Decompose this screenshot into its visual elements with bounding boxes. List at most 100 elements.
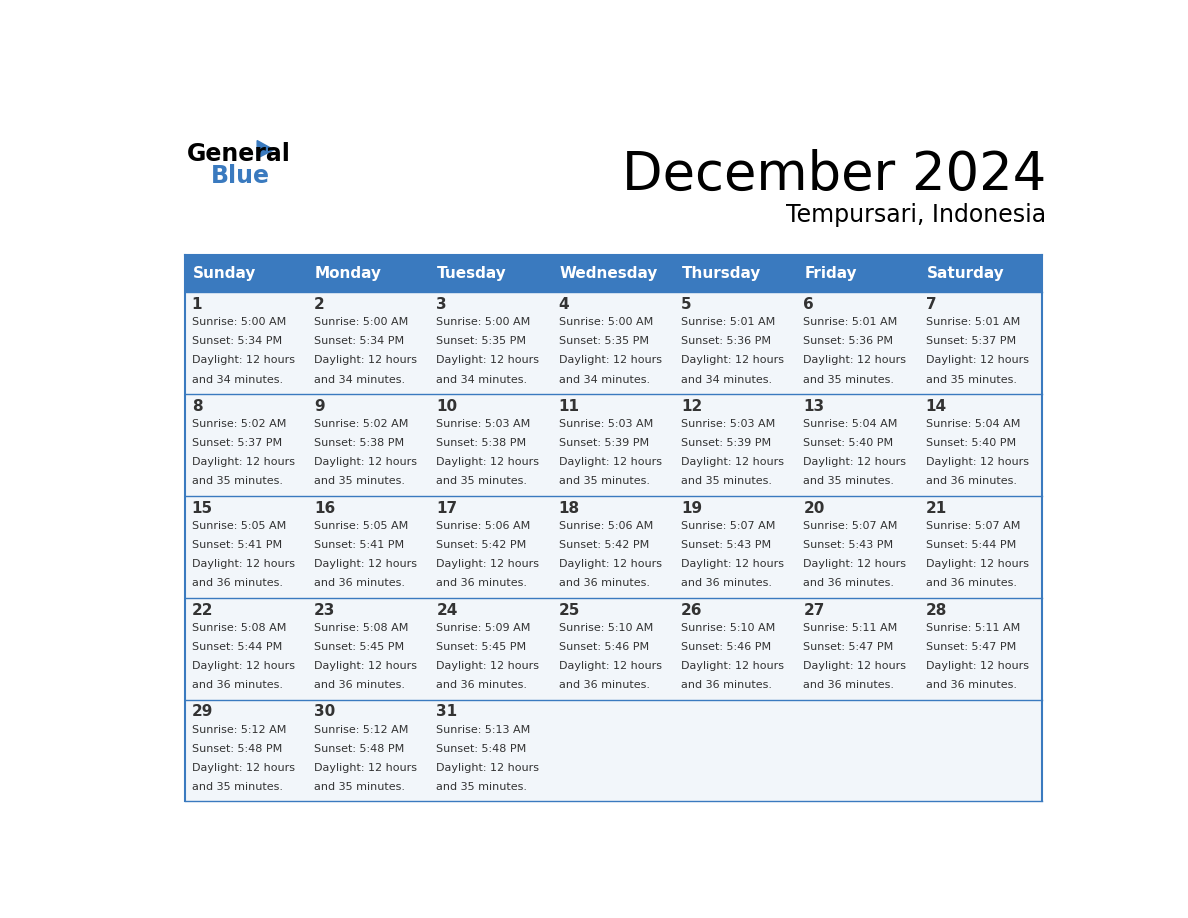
Text: Sunset: 5:34 PM: Sunset: 5:34 PM xyxy=(314,336,404,346)
Text: Sunrise: 5:01 AM: Sunrise: 5:01 AM xyxy=(803,318,898,328)
Text: Blue: Blue xyxy=(211,164,270,188)
Text: and 34 minutes.: and 34 minutes. xyxy=(314,375,405,385)
Text: 6: 6 xyxy=(803,297,814,312)
Text: Sunrise: 5:04 AM: Sunrise: 5:04 AM xyxy=(925,420,1020,430)
Polygon shape xyxy=(257,140,273,158)
Text: and 36 minutes.: and 36 minutes. xyxy=(436,680,527,690)
Bar xyxy=(308,292,430,394)
Text: Sunrise: 5:10 AM: Sunrise: 5:10 AM xyxy=(558,623,653,633)
Text: and 36 minutes.: and 36 minutes. xyxy=(681,578,772,588)
Text: Sunrise: 5:11 AM: Sunrise: 5:11 AM xyxy=(803,623,898,633)
Bar xyxy=(675,700,797,801)
Bar xyxy=(430,700,552,801)
Text: Daylight: 12 hours: Daylight: 12 hours xyxy=(314,457,417,467)
Text: Daylight: 12 hours: Daylight: 12 hours xyxy=(436,763,539,773)
Bar xyxy=(552,255,675,292)
Text: and 36 minutes.: and 36 minutes. xyxy=(925,578,1017,588)
Text: 23: 23 xyxy=(314,602,335,618)
Bar xyxy=(797,292,920,394)
Text: Sunrise: 5:10 AM: Sunrise: 5:10 AM xyxy=(681,623,776,633)
Text: and 34 minutes.: and 34 minutes. xyxy=(191,375,283,385)
Bar xyxy=(920,700,1042,801)
Text: Sunrise: 5:09 AM: Sunrise: 5:09 AM xyxy=(436,623,531,633)
Text: Daylight: 12 hours: Daylight: 12 hours xyxy=(558,559,662,569)
Text: Sunset: 5:42 PM: Sunset: 5:42 PM xyxy=(436,540,526,550)
Bar xyxy=(920,496,1042,598)
Text: Daylight: 12 hours: Daylight: 12 hours xyxy=(558,661,662,671)
Text: Sunrise: 5:13 AM: Sunrise: 5:13 AM xyxy=(436,725,531,735)
Text: Sunrise: 5:11 AM: Sunrise: 5:11 AM xyxy=(925,623,1020,633)
Text: Sunset: 5:36 PM: Sunset: 5:36 PM xyxy=(803,336,893,346)
Text: and 36 minutes.: and 36 minutes. xyxy=(803,578,895,588)
Text: Sunrise: 5:05 AM: Sunrise: 5:05 AM xyxy=(191,521,286,532)
Text: Sunrise: 5:03 AM: Sunrise: 5:03 AM xyxy=(436,420,531,430)
Text: and 36 minutes.: and 36 minutes. xyxy=(191,578,283,588)
Text: Daylight: 12 hours: Daylight: 12 hours xyxy=(803,559,906,569)
Text: Sunset: 5:40 PM: Sunset: 5:40 PM xyxy=(803,438,893,448)
Text: and 35 minutes.: and 35 minutes. xyxy=(436,476,527,487)
Bar xyxy=(430,598,552,700)
Text: Sunset: 5:41 PM: Sunset: 5:41 PM xyxy=(314,540,404,550)
Bar xyxy=(185,700,308,801)
Text: 16: 16 xyxy=(314,500,335,516)
Text: Daylight: 12 hours: Daylight: 12 hours xyxy=(803,661,906,671)
Text: Daylight: 12 hours: Daylight: 12 hours xyxy=(191,661,295,671)
Text: and 36 minutes.: and 36 minutes. xyxy=(191,680,283,690)
Text: 7: 7 xyxy=(925,297,936,312)
Text: Daylight: 12 hours: Daylight: 12 hours xyxy=(436,559,539,569)
Text: and 36 minutes.: and 36 minutes. xyxy=(314,680,405,690)
Text: Sunset: 5:37 PM: Sunset: 5:37 PM xyxy=(925,336,1016,346)
Bar xyxy=(185,394,308,496)
Bar xyxy=(430,255,552,292)
Text: Sunrise: 5:07 AM: Sunrise: 5:07 AM xyxy=(681,521,776,532)
Bar xyxy=(308,598,430,700)
Text: Daylight: 12 hours: Daylight: 12 hours xyxy=(191,763,295,773)
Text: 8: 8 xyxy=(191,398,202,414)
Bar xyxy=(675,255,797,292)
Text: Sunrise: 5:03 AM: Sunrise: 5:03 AM xyxy=(681,420,776,430)
Bar xyxy=(675,394,797,496)
Bar xyxy=(920,292,1042,394)
Text: Sunrise: 5:06 AM: Sunrise: 5:06 AM xyxy=(558,521,653,532)
Text: Sunday: Sunday xyxy=(192,266,257,281)
Text: 25: 25 xyxy=(558,602,580,618)
Bar xyxy=(797,700,920,801)
Text: 3: 3 xyxy=(436,297,447,312)
Bar xyxy=(430,292,552,394)
Text: Sunset: 5:37 PM: Sunset: 5:37 PM xyxy=(191,438,282,448)
Text: Daylight: 12 hours: Daylight: 12 hours xyxy=(925,661,1029,671)
Bar xyxy=(430,394,552,496)
Text: 28: 28 xyxy=(925,602,947,618)
Text: and 35 minutes.: and 35 minutes. xyxy=(314,476,405,487)
Text: Sunset: 5:38 PM: Sunset: 5:38 PM xyxy=(436,438,526,448)
Text: and 36 minutes.: and 36 minutes. xyxy=(803,680,895,690)
Text: 22: 22 xyxy=(191,602,214,618)
Bar xyxy=(920,255,1042,292)
Text: Sunrise: 5:12 AM: Sunrise: 5:12 AM xyxy=(191,725,286,735)
Text: and 35 minutes.: and 35 minutes. xyxy=(314,782,405,792)
Text: Daylight: 12 hours: Daylight: 12 hours xyxy=(558,355,662,365)
Text: Sunset: 5:45 PM: Sunset: 5:45 PM xyxy=(314,643,404,652)
Bar xyxy=(675,292,797,394)
Bar xyxy=(675,496,797,598)
Text: Sunset: 5:47 PM: Sunset: 5:47 PM xyxy=(925,643,1016,652)
Text: and 36 minutes.: and 36 minutes. xyxy=(558,680,650,690)
Text: 4: 4 xyxy=(558,297,569,312)
Text: Daylight: 12 hours: Daylight: 12 hours xyxy=(681,457,784,467)
Text: Sunset: 5:38 PM: Sunset: 5:38 PM xyxy=(314,438,404,448)
Bar xyxy=(308,255,430,292)
Text: Sunrise: 5:06 AM: Sunrise: 5:06 AM xyxy=(436,521,531,532)
Text: Sunset: 5:39 PM: Sunset: 5:39 PM xyxy=(681,438,771,448)
Text: 11: 11 xyxy=(558,398,580,414)
Bar xyxy=(920,598,1042,700)
Text: Sunset: 5:46 PM: Sunset: 5:46 PM xyxy=(681,643,771,652)
Text: 26: 26 xyxy=(681,602,702,618)
Text: and 35 minutes.: and 35 minutes. xyxy=(803,476,895,487)
Bar xyxy=(185,598,308,700)
Text: 2: 2 xyxy=(314,297,324,312)
Text: Tempursari, Indonesia: Tempursari, Indonesia xyxy=(786,204,1047,228)
Text: Daylight: 12 hours: Daylight: 12 hours xyxy=(191,559,295,569)
Bar xyxy=(675,598,797,700)
Text: Daylight: 12 hours: Daylight: 12 hours xyxy=(436,355,539,365)
Text: Monday: Monday xyxy=(315,266,383,281)
